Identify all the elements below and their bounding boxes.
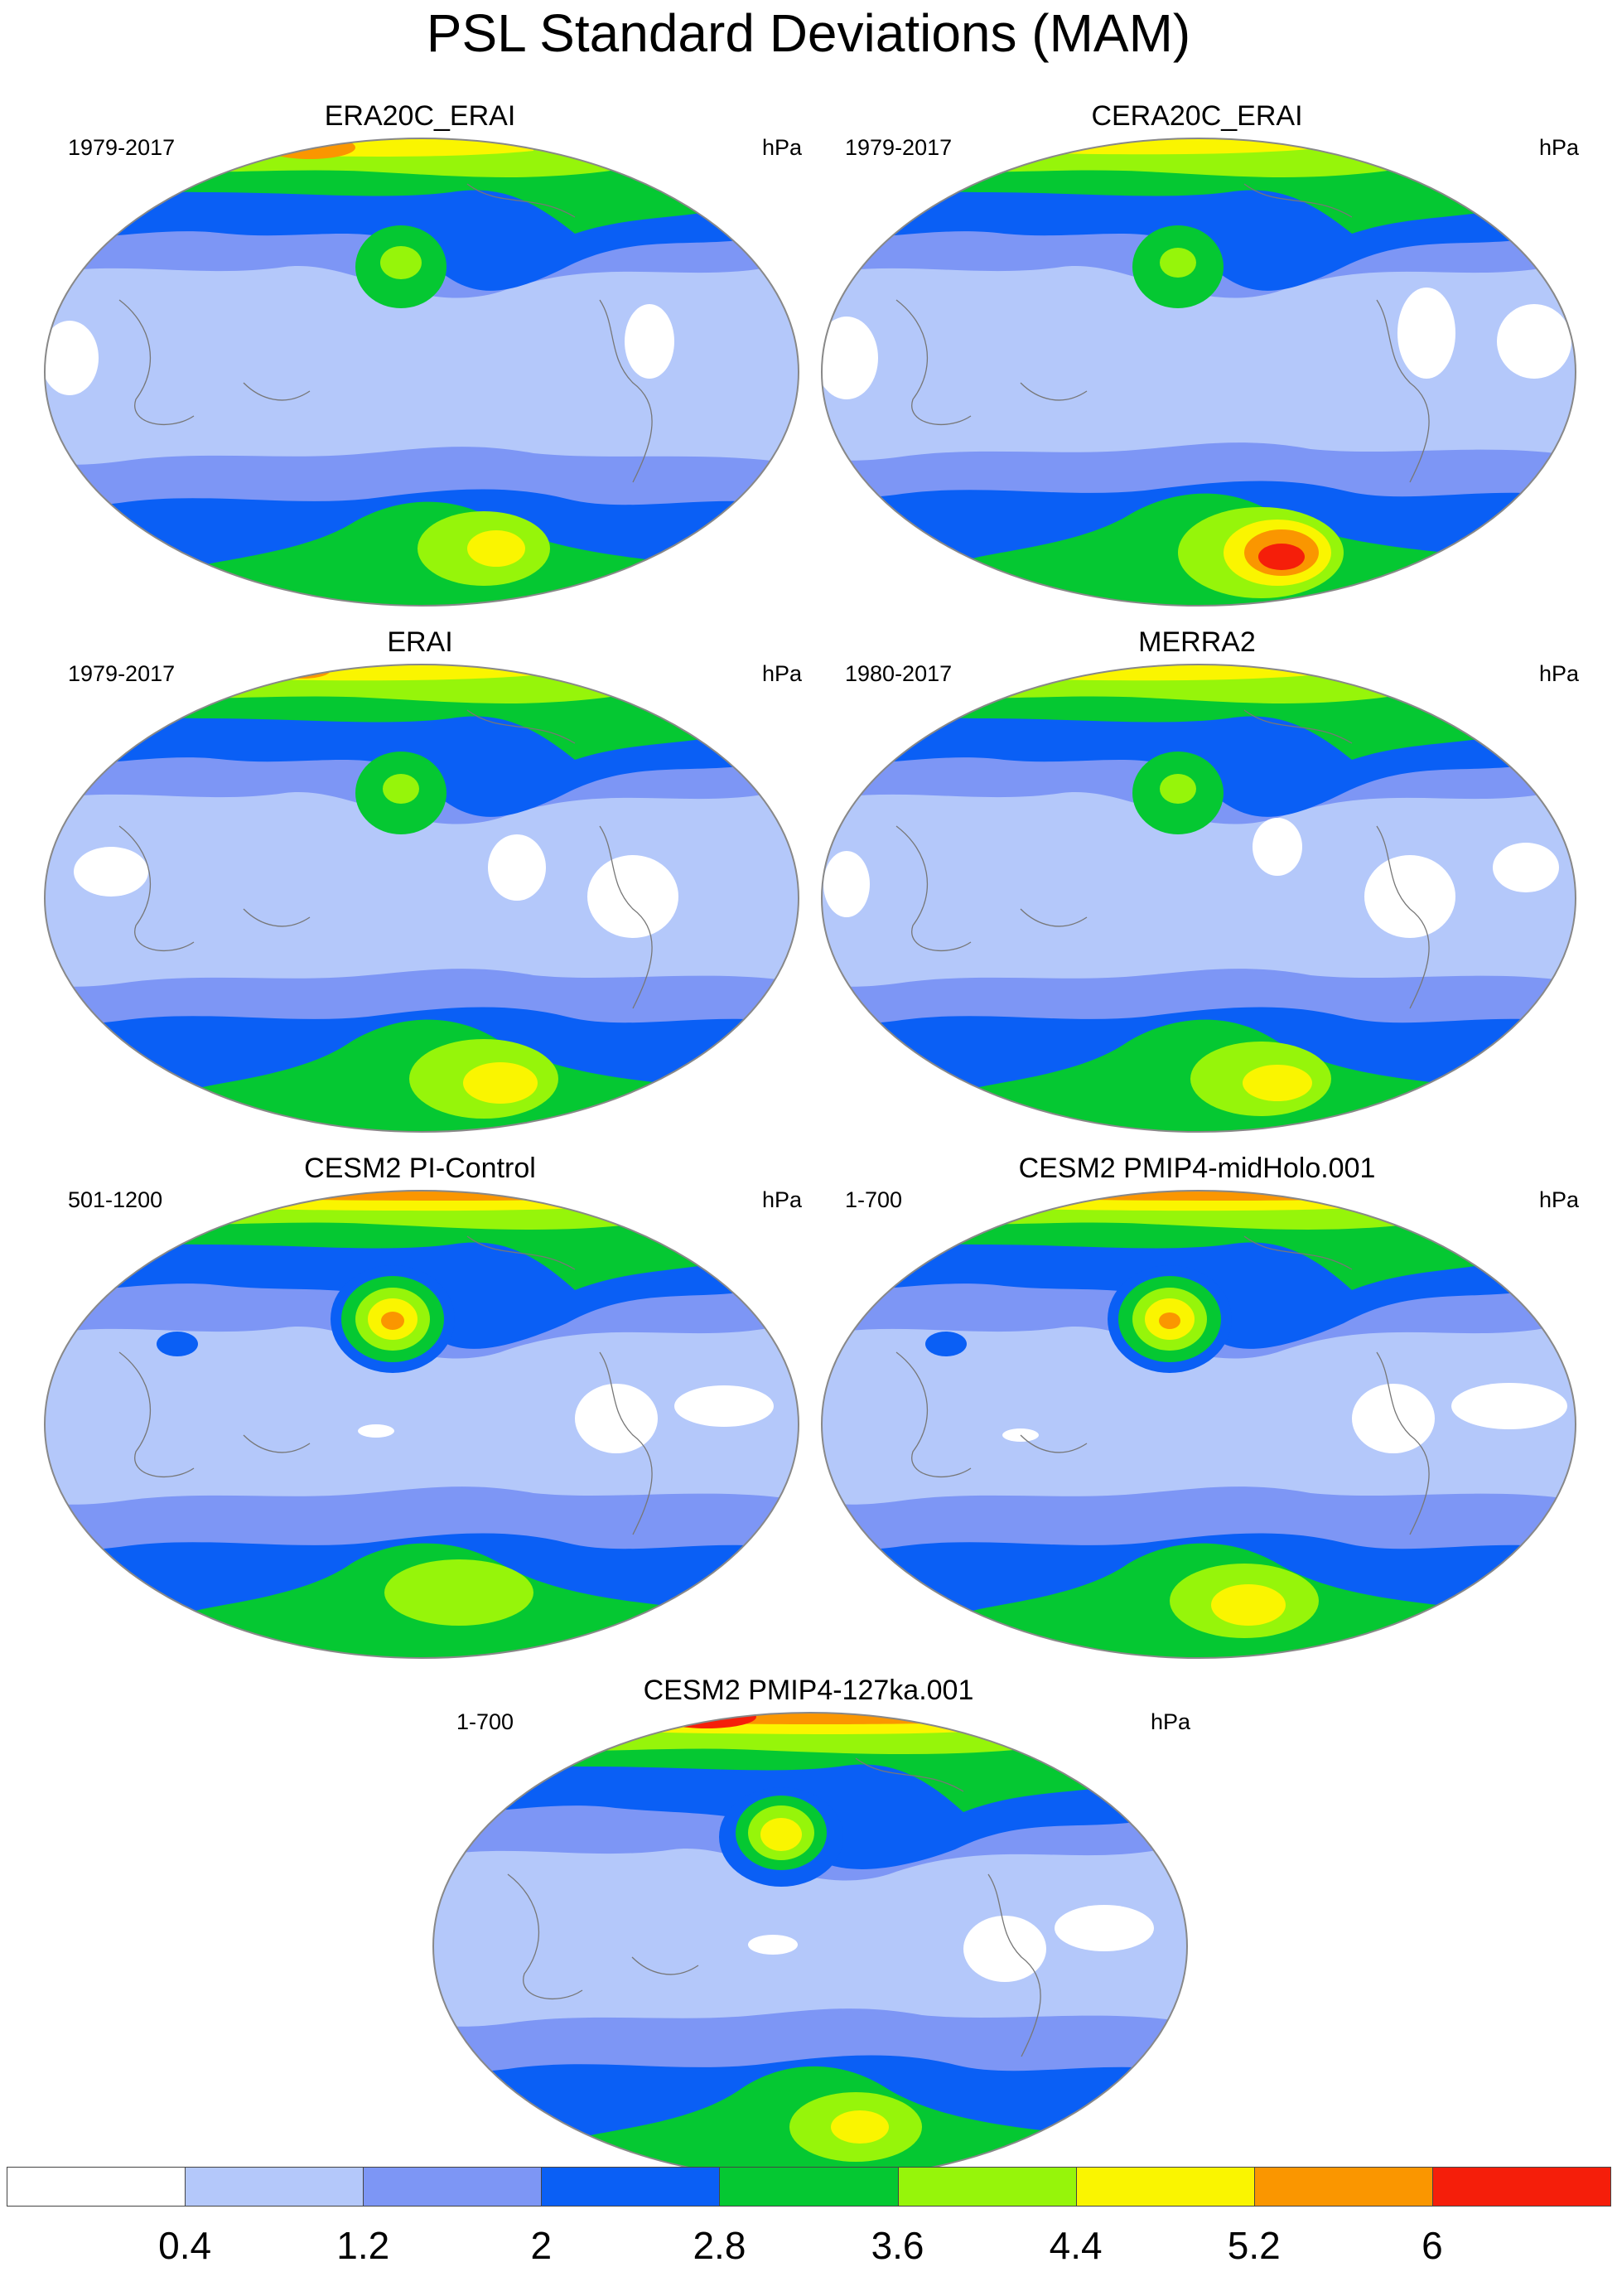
- map-panel-cesm2-midholo: CESM2 PMIP4-midHolo.001 1-700 hPa: [804, 1152, 1590, 1665]
- colorbar-swatch: [541, 2167, 721, 2207]
- panel-year-range: 1980-2017: [845, 661, 953, 686]
- colorbar-swatch: [363, 2167, 543, 2207]
- panel-unit: hPa: [1538, 661, 1579, 686]
- world-map: [44, 138, 799, 607]
- colorbar-tick-label: 2.8: [693, 2224, 746, 2267]
- world-map: [821, 664, 1576, 1133]
- colorbar-swatch: [897, 2167, 1077, 2207]
- panel-year-range: 1979-2017: [68, 661, 176, 686]
- map-panel-cera20c-erai: CERA20C_ERAI 1979-2017 hPa: [804, 99, 1590, 613]
- map-panel-erai: ERAI 1979-2017 hPa: [27, 626, 813, 1139]
- colorbar: [7, 2167, 1611, 2207]
- colorbar-swatch: [1431, 2167, 1611, 2207]
- colorbar-swatch: [1075, 2167, 1255, 2207]
- world-map: [821, 1190, 1576, 1659]
- panel-title: ERA20C_ERAI: [324, 100, 516, 132]
- panel-year-range: 1979-2017: [68, 135, 176, 160]
- panel-title: CESM2 PMIP4-midHolo.001: [1018, 1153, 1376, 1184]
- colorbar-swatch: [1253, 2167, 1433, 2207]
- panel-unit: hPa: [1538, 135, 1579, 160]
- world-map: [821, 138, 1576, 607]
- colorbar-tick-label: 6: [1422, 2224, 1443, 2267]
- panel-unit: hPa: [761, 1187, 802, 1212]
- map-panel-era20c-erai: ERA20C_ERAI 1979-2017 hPa: [27, 99, 813, 613]
- panel-title: MERRA2: [1138, 626, 1256, 658]
- colorbar-tick-label: 1.2: [336, 2224, 390, 2267]
- colorbar-tick-label: 0.4: [158, 2224, 212, 2267]
- panel-year-range: 1-700: [456, 1709, 514, 1734]
- panel-unit: hPa: [1538, 1187, 1579, 1212]
- map-panel-merra2: MERRA2 1980-2017 hPa: [804, 626, 1590, 1139]
- colorbar-swatch: [719, 2167, 899, 2207]
- map-panel-cesm2-127ka: CESM2 PMIP4-127ka.001 1-700 hPa: [415, 1674, 1202, 2187]
- panel-year-range: 1-700: [845, 1187, 903, 1212]
- panel-unit: hPa: [761, 135, 802, 160]
- colorbar-swatch: [7, 2167, 186, 2207]
- colorbar-tick-label: 2: [530, 2224, 553, 2267]
- colorbar-swatch: [185, 2167, 364, 2207]
- world-map: [44, 664, 799, 1133]
- panel-title: CESM2 PI-Control: [304, 1153, 536, 1184]
- panel-title: ERAI: [387, 626, 453, 658]
- figure-title: PSL Standard Deviations (MAM): [426, 3, 1191, 63]
- colorbar-tick-label: 3.6: [871, 2224, 924, 2267]
- panel-year-range: 1979-2017: [845, 135, 953, 160]
- world-map: [44, 1190, 799, 1659]
- panel-title: CERA20C_ERAI: [1091, 100, 1303, 132]
- world-map: [432, 1712, 1188, 2181]
- panel-unit: hPa: [761, 661, 802, 686]
- panel-title: CESM2 PMIP4-127ka.001: [643, 1675, 974, 1706]
- map-panel-cesm2-pi-control: CESM2 PI-Control 501-1200 hPa: [27, 1152, 813, 1665]
- panel-unit: hPa: [1150, 1709, 1190, 1734]
- colorbar-tick-label: 4.4: [1049, 2224, 1103, 2267]
- panel-year-range: 501-1200: [68, 1187, 163, 1212]
- colorbar-tick-label: 5.2: [1227, 2224, 1281, 2267]
